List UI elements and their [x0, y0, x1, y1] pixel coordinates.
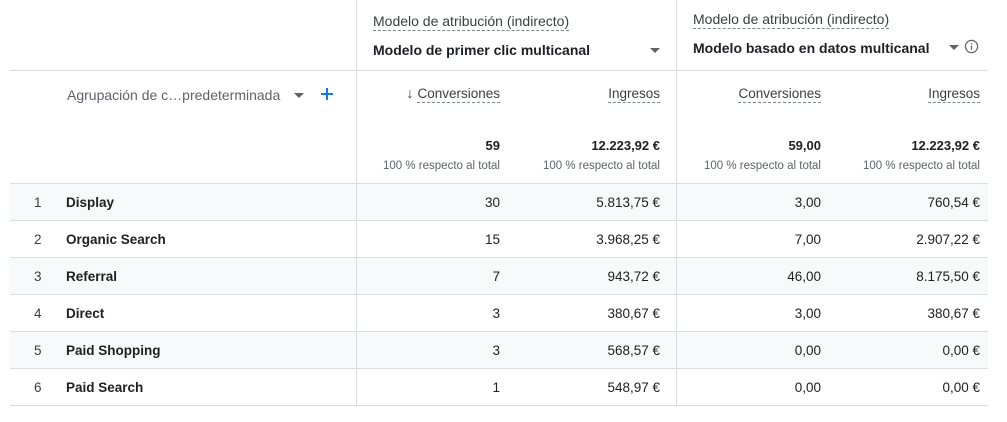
row-revenue-first-click: 380,67 € [607, 306, 660, 321]
total-revenue-data-driven: 12.223,92 € [911, 138, 980, 153]
row-revenue-data-driven: 8.175,50 € [916, 269, 980, 284]
total-percent-label: 100 % respecto al total [704, 160, 821, 172]
row-revenue-data-driven: 0,00 € [942, 380, 980, 395]
row-revenue-first-click: 548,97 € [607, 380, 660, 395]
model-dropdown-first-click[interactable]: Modelo de primer clic multicanal [373, 42, 591, 58]
row-conversions-first-click: 30 [484, 195, 500, 210]
row-channel: Paid Search [66, 380, 144, 395]
revenue-header-label[interactable]: Ingresos [608, 86, 660, 103]
row-channel: Display [66, 195, 115, 210]
chevron-down-icon[interactable] [949, 45, 959, 50]
metric-header-conversions-first-click[interactable]: ↓ Conversiones [356, 85, 500, 103]
header-bottom-divider [10, 183, 988, 184]
row-rank: 1 [34, 195, 42, 210]
row-conversions-data-driven: 3,00 [794, 195, 821, 210]
row-divider [10, 368, 988, 369]
total-conversions-data-driven: 59,00 [788, 138, 821, 153]
row-conversions-data-driven: 0,00 [794, 343, 821, 358]
metric-header-conversions-data-driven[interactable]: Conversiones [676, 85, 821, 103]
row-revenue-first-click: 3.968,25 € [596, 232, 660, 247]
table-row[interactable]: 2 Organic Search 15 3.968,25 € 7,00 2.90… [10, 221, 988, 258]
row-channel: Direct [66, 306, 105, 321]
dimension-selector[interactable]: Agrupación de c…predeterminada [67, 87, 281, 103]
model-title-data-driven: Modelo de atribución (indirecto) [693, 11, 890, 29]
row-channel: Paid Shopping [66, 343, 161, 358]
total-percent-label: 100 % respecto al total [383, 160, 500, 172]
row-revenue-first-click: 943,72 € [607, 269, 660, 284]
row-conversions-first-click: 3 [492, 306, 500, 321]
row-revenue-first-click: 5.813,75 € [596, 195, 660, 210]
row-divider [10, 331, 988, 332]
table-row[interactable]: 4 Direct 3 380,67 € 3,00 380,67 € [10, 295, 988, 332]
table-row[interactable]: 3 Referral 7 943,72 € 46,00 8.175,50 € [10, 258, 988, 295]
row-conversions-data-driven: 7,00 [794, 232, 821, 247]
row-revenue-data-driven: 0,00 € [942, 343, 980, 358]
model-dropdown-data-driven[interactable]: Modelo basado en datos multicanal [693, 40, 930, 56]
sort-descending-icon[interactable]: ↓ [406, 85, 414, 101]
total-percent-label: 100 % respecto al total [863, 160, 980, 172]
row-conversions-first-click: 15 [484, 232, 500, 247]
table-row[interactable]: 1 Display 30 5.813,75 € 3,00 760,54 € [10, 184, 988, 221]
metric-header-revenue-first-click[interactable]: Ingresos [516, 85, 660, 103]
table-row[interactable]: 6 Paid Search 1 548,97 € 0,00 0,00 € [10, 369, 988, 406]
total-conversions-first-click: 59 [485, 138, 500, 153]
row-conversions-first-click: 1 [492, 380, 500, 395]
row-rank: 6 [34, 380, 42, 395]
total-revenue-first-click: 12.223,92 € [591, 138, 660, 153]
row-conversions-first-click: 7 [492, 269, 500, 284]
model-title-first-click: Modelo de atribución (indirecto) [373, 13, 570, 31]
row-rank: 4 [34, 306, 42, 321]
header-divider [10, 70, 988, 71]
chevron-down-icon[interactable] [294, 93, 304, 98]
row-channel: Referral [66, 269, 118, 284]
conversions-header-label[interactable]: Conversiones [738, 86, 821, 103]
row-rank: 2 [34, 232, 42, 247]
row-channel: Organic Search [66, 232, 166, 247]
row-revenue-first-click: 568,57 € [607, 343, 660, 358]
info-icon[interactable] [964, 39, 979, 54]
row-conversions-data-driven: 0,00 [794, 380, 821, 395]
row-conversions-first-click: 3 [492, 343, 500, 358]
row-revenue-data-driven: 760,54 € [927, 195, 980, 210]
table-row[interactable]: 5 Paid Shopping 3 568,57 € 0,00 0,00 € [10, 332, 988, 369]
column-group-divider [676, 0, 677, 406]
report-table: 1 Display 30 5.813,75 € 3,00 760,54 € 2 … [10, 0, 988, 406]
metric-header-revenue-data-driven[interactable]: Ingresos [836, 85, 980, 103]
row-rank: 3 [34, 269, 42, 284]
table-bottom-divider [10, 405, 988, 406]
revenue-header-label[interactable]: Ingresos [928, 86, 980, 103]
chevron-down-icon[interactable] [650, 48, 660, 53]
row-conversions-data-driven: 3,00 [794, 306, 821, 321]
column-group-divider [356, 0, 357, 406]
row-divider [10, 257, 988, 258]
row-divider [10, 294, 988, 295]
add-dimension-icon[interactable] [320, 87, 334, 101]
row-rank: 5 [34, 343, 42, 358]
row-divider [10, 220, 988, 221]
conversions-header-label[interactable]: Conversiones [417, 86, 500, 103]
row-revenue-data-driven: 2.907,22 € [916, 232, 980, 247]
row-revenue-data-driven: 380,67 € [927, 306, 980, 321]
row-conversions-data-driven: 46,00 [787, 269, 821, 284]
total-percent-label: 100 % respecto al total [543, 160, 660, 172]
